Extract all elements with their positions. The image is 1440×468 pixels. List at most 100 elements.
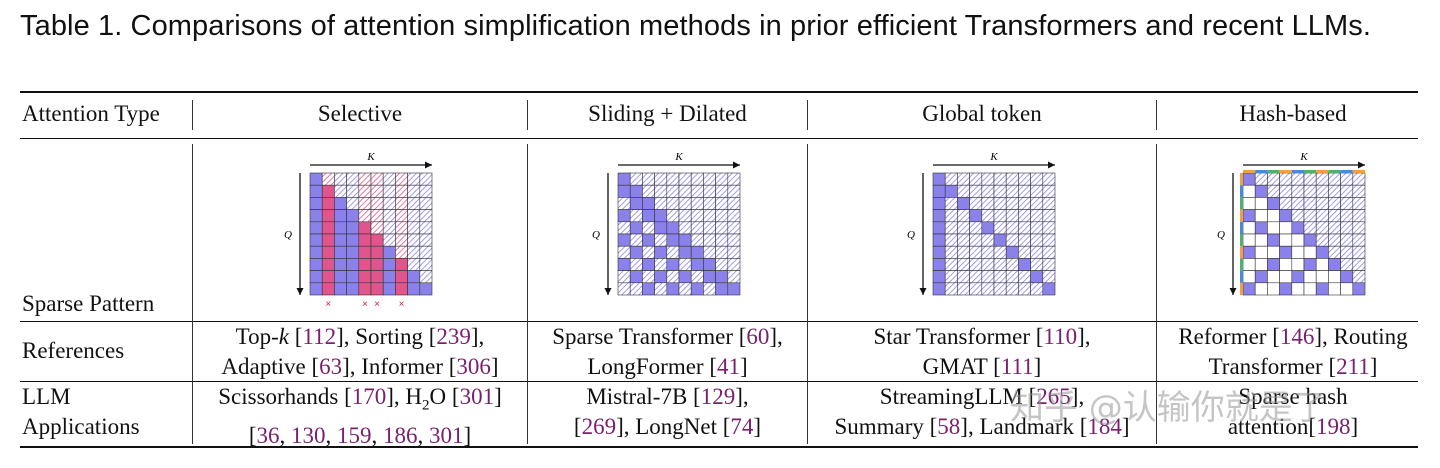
citation-link[interactable]: 211: [1336, 354, 1370, 379]
attention-cell: [1242, 282, 1256, 296]
attention-cell: [1315, 209, 1329, 223]
citation-link[interactable]: 301: [429, 422, 464, 448]
attention-cell: [1005, 184, 1019, 198]
citation-link[interactable]: 306: [456, 354, 491, 379]
attention-cell: [727, 270, 741, 284]
attention-cell: [334, 221, 347, 235]
attention-cell: [1291, 270, 1305, 284]
attention-cell: [309, 245, 323, 259]
attention-cell: [617, 245, 631, 259]
attention-cell: [678, 221, 692, 235]
attention-cell: [1291, 172, 1305, 186]
attention-cell: [309, 209, 323, 223]
attention-cell: [666, 270, 680, 284]
attention-cell: [715, 184, 729, 198]
column-separator: [1156, 144, 1157, 444]
references-sliding: Sparse Transformer [60], LongFormer [41]: [552, 324, 783, 379]
applications-hash: Sparse hash attention[198]: [1227, 384, 1359, 439]
attention-cell: [957, 282, 970, 296]
hash-bucket-bar: [1240, 221, 1243, 234]
attention-cell: [654, 270, 668, 284]
citation-link[interactable]: 63: [319, 354, 343, 379]
attention-cell: [944, 184, 958, 198]
attention-cell: [370, 282, 384, 296]
attention-cell: [395, 221, 408, 235]
citation-link[interactable]: 170: [351, 384, 387, 409]
attention-cell: [993, 197, 1007, 210]
attention-cell: [1340, 245, 1354, 259]
attention-cell: [642, 184, 655, 198]
attention-cell: [407, 197, 421, 210]
attention-cell: [944, 197, 958, 210]
attention-cell: [969, 184, 983, 198]
attention-cell: [1018, 282, 1031, 296]
dropped-token-mark: ×: [374, 299, 380, 310]
applications-sliding: Mistral-7B [129], [269], LongNet [74]: [573, 384, 762, 439]
attention-cell: [1030, 172, 1044, 186]
attention-cell: [703, 258, 716, 271]
references-selective: Top-k [112], Sorting [239], Adaptive [63…: [221, 324, 499, 379]
applications-selective: Scissorhands [170], H2O [301] [36, 130, …: [218, 384, 502, 448]
citation-link[interactable]: 146: [1279, 324, 1315, 349]
attention-cell: [969, 172, 983, 186]
citation-link[interactable]: 265: [1036, 384, 1071, 409]
citation-link[interactable]: 111: [1000, 354, 1034, 379]
citation-link[interactable]: 130: [291, 422, 326, 448]
attention-cell: [654, 197, 668, 210]
attention-cell: [629, 245, 643, 259]
citation-link[interactable]: 159: [337, 422, 372, 448]
attention-cell: [1328, 209, 1341, 223]
global-token-pattern-diagram: KQ: [907, 151, 1056, 296]
attention-cell: [1042, 233, 1056, 247]
citation-link[interactable]: 36: [256, 422, 280, 448]
attention-cell: [1042, 258, 1056, 271]
k-axis-label: K: [989, 151, 998, 163]
attention-cell: [629, 172, 643, 186]
citation-link[interactable]: 184: [1087, 414, 1122, 439]
column-separator: [527, 100, 528, 130]
attention-cell: [1279, 245, 1293, 259]
hash-bucket-bar: [1267, 170, 1280, 173]
attention-cell: [321, 282, 335, 296]
attention-cell: [370, 258, 384, 271]
attention-cell: [309, 221, 323, 235]
attention-cell: [1315, 233, 1329, 247]
attention-cell: [944, 172, 958, 186]
citation-link[interactable]: 58: [937, 414, 961, 439]
attention-cell: [1018, 197, 1031, 210]
citation-link[interactable]: 41: [717, 354, 740, 379]
attention-cell: [1042, 282, 1056, 296]
attention-cell: [1042, 172, 1056, 186]
citation-link[interactable]: 301: [459, 384, 495, 409]
arrow-head-icon: [1048, 161, 1055, 169]
attention-cell: [1005, 245, 1019, 259]
citation-link[interactable]: 110: [1043, 324, 1078, 349]
attention-cell: [944, 258, 958, 271]
attention-cell: [382, 221, 396, 235]
arrow-head-icon: [1358, 161, 1365, 169]
attention-cell: [1315, 282, 1329, 296]
attention-cell: [395, 258, 408, 271]
attention-cell: [1352, 245, 1366, 259]
q-axis-label: Q: [592, 229, 600, 241]
citation-link[interactable]: 269: [581, 414, 617, 439]
attention-cell: [1279, 184, 1293, 198]
citation-link[interactable]: 74: [730, 414, 754, 439]
citation-link[interactable]: 112: [302, 324, 337, 349]
attention-cell: [703, 270, 716, 284]
citation-link[interactable]: 186: [383, 422, 418, 448]
citation-link[interactable]: 129: [700, 384, 736, 409]
citation-link[interactable]: 239: [436, 324, 471, 349]
attention-cell: [1279, 258, 1293, 271]
attention-cell: [993, 233, 1007, 247]
citation-link[interactable]: 60: [746, 324, 770, 349]
attention-cell: [1242, 233, 1256, 247]
attention-cell: [1242, 221, 1256, 235]
attention-cell: [993, 282, 1007, 296]
attention-cell: [358, 221, 372, 235]
attention-cell: [981, 245, 995, 259]
attention-cell: [944, 221, 958, 235]
citation-link[interactable]: 198: [1315, 414, 1351, 439]
attention-cell: [382, 172, 396, 186]
attention-cell: [703, 245, 716, 259]
